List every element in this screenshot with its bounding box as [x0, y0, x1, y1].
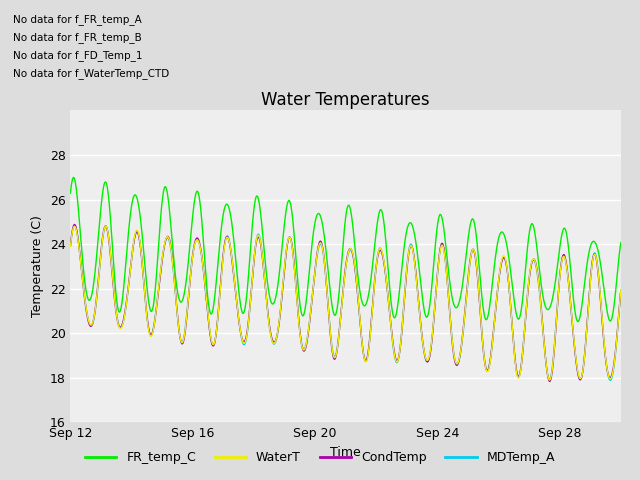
- Title: Water Temperatures: Water Temperatures: [261, 91, 430, 109]
- Text: No data for f_FD_Temp_1: No data for f_FD_Temp_1: [13, 50, 142, 61]
- Legend: FR_temp_C, WaterT, CondTemp, MDTemp_A: FR_temp_C, WaterT, CondTemp, MDTemp_A: [80, 446, 560, 469]
- X-axis label: Time: Time: [330, 446, 361, 459]
- Y-axis label: Temperature (C): Temperature (C): [31, 216, 44, 317]
- Text: No data for f_WaterTemp_CTD: No data for f_WaterTemp_CTD: [13, 68, 169, 79]
- Text: No data for f_FR_temp_B: No data for f_FR_temp_B: [13, 32, 141, 43]
- Text: No data for f_FR_temp_A: No data for f_FR_temp_A: [13, 13, 141, 24]
